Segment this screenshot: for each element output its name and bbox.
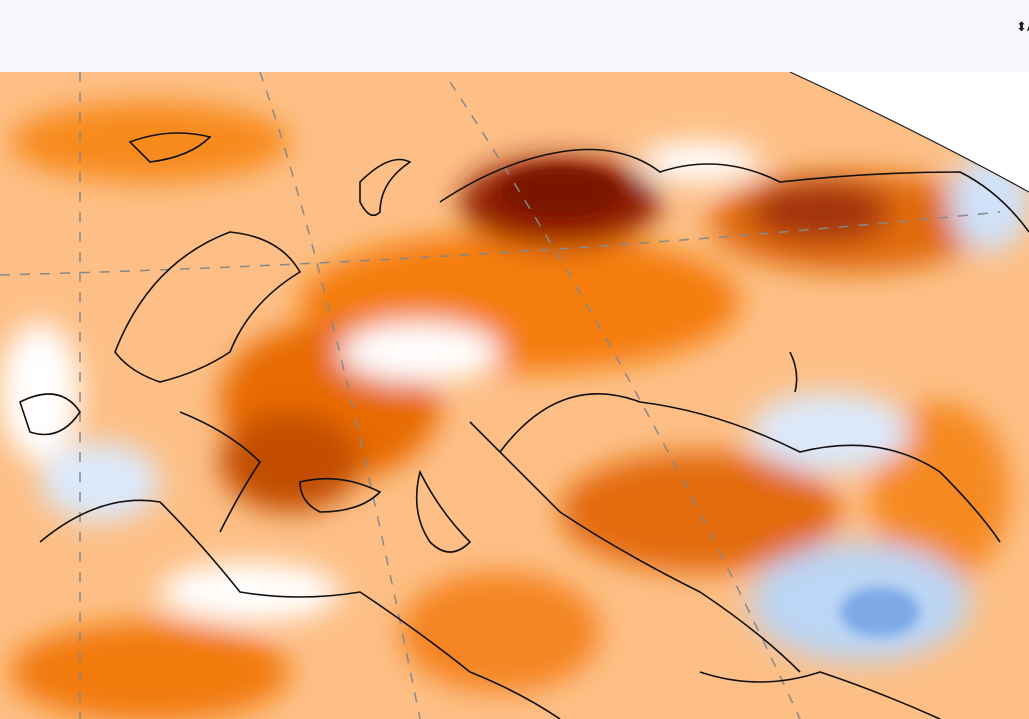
graticule [0, 72, 1001, 719]
select[interactable]: ⬍A [1016, 20, 1029, 35]
coastlines [19, 132, 1029, 719]
globe-edge [789, 72, 1029, 193]
map [0, 72, 1029, 719]
toolbar: ⬍A [0, 0, 1029, 72]
select-arrows: ⬍ [1016, 20, 1027, 35]
select-text: A [1027, 20, 1029, 35]
anomaly-field [0, 72, 1029, 719]
